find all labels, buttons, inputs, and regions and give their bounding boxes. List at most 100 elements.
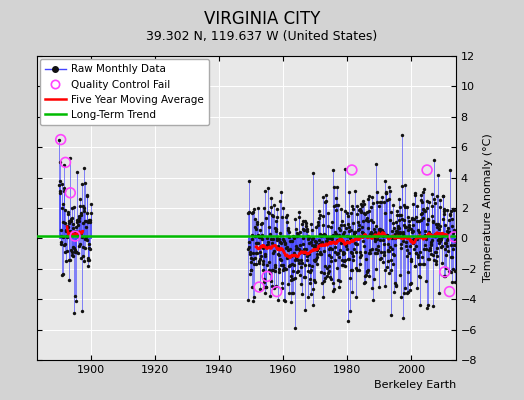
Point <box>382 189 390 196</box>
Point <box>432 257 440 264</box>
Legend: Raw Monthly Data, Quality Control Fail, Five Year Moving Average, Long-Term Tren: Raw Monthly Data, Quality Control Fail, … <box>40 59 209 125</box>
Point <box>365 207 374 214</box>
Point <box>57 136 65 143</box>
Point <box>69 225 77 232</box>
Point <box>250 233 259 239</box>
Point <box>390 280 399 286</box>
Point <box>267 236 275 242</box>
Point <box>264 209 272 215</box>
Point <box>275 268 283 275</box>
Point <box>324 234 332 241</box>
Point <box>376 256 385 262</box>
Point <box>74 222 82 228</box>
Point <box>308 263 316 270</box>
Point <box>280 241 289 248</box>
Point <box>400 222 408 228</box>
Point <box>373 199 381 206</box>
Point <box>65 257 73 264</box>
Point <box>75 203 84 210</box>
Point <box>389 251 397 257</box>
Point <box>245 209 253 215</box>
Point <box>391 282 400 289</box>
Point <box>424 256 433 262</box>
Point <box>357 208 365 214</box>
Point <box>379 252 388 258</box>
Point <box>307 266 315 273</box>
Point <box>278 280 286 286</box>
Point <box>392 229 401 235</box>
Point <box>436 204 444 210</box>
Point <box>417 211 425 218</box>
Point <box>301 246 310 252</box>
Point <box>322 238 331 244</box>
Point <box>451 242 460 248</box>
Point <box>410 216 419 222</box>
Point <box>282 214 290 220</box>
Point <box>409 228 417 234</box>
Point <box>332 231 341 238</box>
Point <box>280 297 289 303</box>
Point <box>440 206 449 212</box>
Point <box>286 262 294 268</box>
Point <box>278 236 287 242</box>
Point <box>287 252 296 259</box>
Point <box>291 256 299 263</box>
Point <box>322 192 331 199</box>
Point <box>297 256 305 263</box>
Point <box>413 236 422 242</box>
Point <box>246 248 255 255</box>
Point <box>273 214 281 220</box>
Point <box>418 209 426 216</box>
Point <box>364 224 373 231</box>
Point <box>313 251 321 258</box>
Point <box>445 229 454 236</box>
Point <box>297 248 305 254</box>
Point <box>433 245 441 251</box>
Point <box>289 290 297 296</box>
Point <box>84 241 93 247</box>
Point <box>261 251 270 257</box>
Point <box>68 248 77 255</box>
Point <box>292 233 301 239</box>
Point <box>315 214 323 221</box>
Point <box>438 260 446 266</box>
Point <box>446 208 455 214</box>
Point <box>279 261 288 268</box>
Point <box>281 266 290 272</box>
Point <box>438 244 446 250</box>
Point <box>365 249 374 256</box>
Point <box>245 238 254 245</box>
Point <box>56 190 64 196</box>
Point <box>449 265 457 272</box>
Point <box>64 218 73 224</box>
Point <box>427 242 435 248</box>
Point <box>327 254 335 260</box>
Point <box>403 253 411 260</box>
Point <box>277 189 285 196</box>
Point <box>430 249 439 256</box>
Point <box>344 224 353 231</box>
Point <box>80 258 88 264</box>
Point <box>303 228 311 234</box>
Point <box>446 167 454 174</box>
Point <box>265 267 273 274</box>
Point <box>385 248 394 254</box>
Point <box>267 278 275 285</box>
Point <box>370 250 379 256</box>
Point <box>333 251 341 258</box>
Point <box>447 216 456 222</box>
Point <box>271 218 280 224</box>
Point <box>371 238 379 245</box>
Point <box>344 212 353 219</box>
Point <box>443 207 451 214</box>
Point <box>345 189 354 195</box>
Point <box>78 308 86 314</box>
Point <box>336 226 345 233</box>
Point <box>78 233 86 240</box>
Point <box>375 237 384 243</box>
Point <box>420 186 429 192</box>
Point <box>303 225 311 232</box>
Point <box>296 248 304 255</box>
Point <box>372 265 380 272</box>
Point <box>265 224 274 230</box>
